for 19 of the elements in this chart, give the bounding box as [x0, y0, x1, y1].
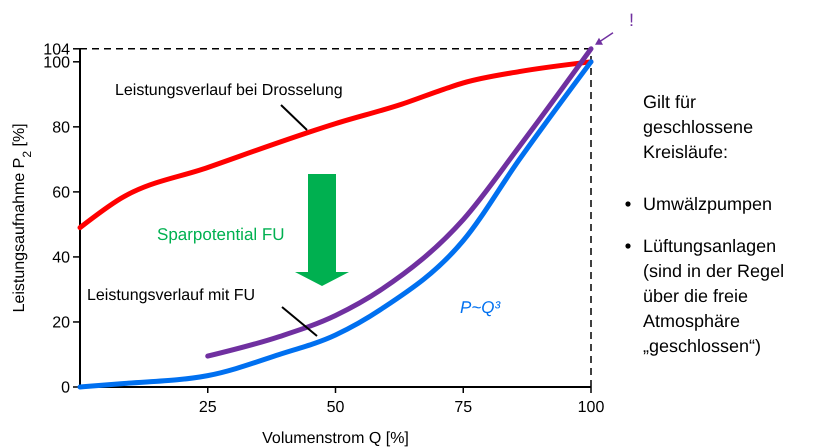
y-tick-label: 40	[52, 250, 70, 267]
x-tick-label: 50	[326, 399, 344, 416]
series-label: Leistungsverlauf bei Drosselung	[115, 82, 343, 99]
text: P~Q³	[460, 298, 502, 317]
y-tick-label: 100	[43, 54, 70, 72]
x-axis-title: Volumenstrom Q [%]	[262, 430, 409, 447]
y-tick-label: 0	[61, 380, 70, 397]
x-tick-label: 75	[454, 399, 472, 416]
x-tick-label: 25	[198, 399, 217, 416]
y-tick-label: 80	[52, 119, 70, 136]
annotation: Sparpotential FU	[157, 225, 285, 244]
annotation: !	[629, 10, 634, 30]
x-tick-label: 100	[578, 399, 604, 416]
text: Leistungsverlauf mit FU	[87, 287, 256, 304]
y-tick-label: 20	[52, 314, 70, 332]
text: Lüftungsanlagen (sind in der Regel über die freie Atmosphäre „geschlossen“)	[643, 236, 784, 356]
y-tick-label: 60	[52, 184, 70, 202]
text: Umwälzpumpen	[643, 194, 772, 214]
text: Gilt für geschlossene Kreisläufe:	[643, 92, 754, 162]
